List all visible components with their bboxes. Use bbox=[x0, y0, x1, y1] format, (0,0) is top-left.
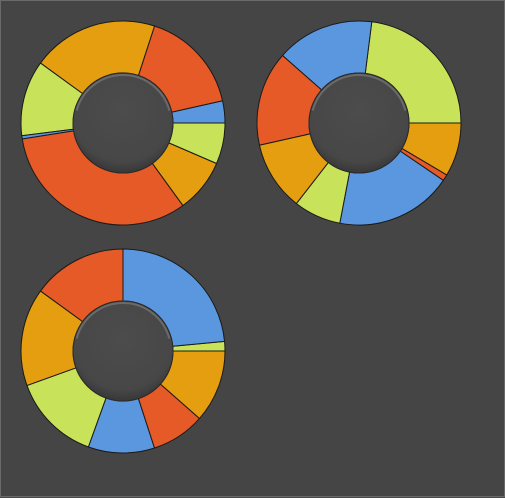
donut-chart-2 bbox=[256, 20, 462, 226]
donut-1-hole-highlight bbox=[75, 74, 171, 111]
donut-1-hole bbox=[72, 72, 174, 174]
donut-2-hole bbox=[308, 72, 410, 174]
donut-3-hole bbox=[72, 300, 174, 402]
donut-2-hole-highlight bbox=[311, 74, 407, 111]
donut-3-hole-highlight bbox=[75, 302, 171, 339]
donut-chart-3 bbox=[20, 248, 226, 454]
donut-chart-1 bbox=[20, 20, 226, 226]
